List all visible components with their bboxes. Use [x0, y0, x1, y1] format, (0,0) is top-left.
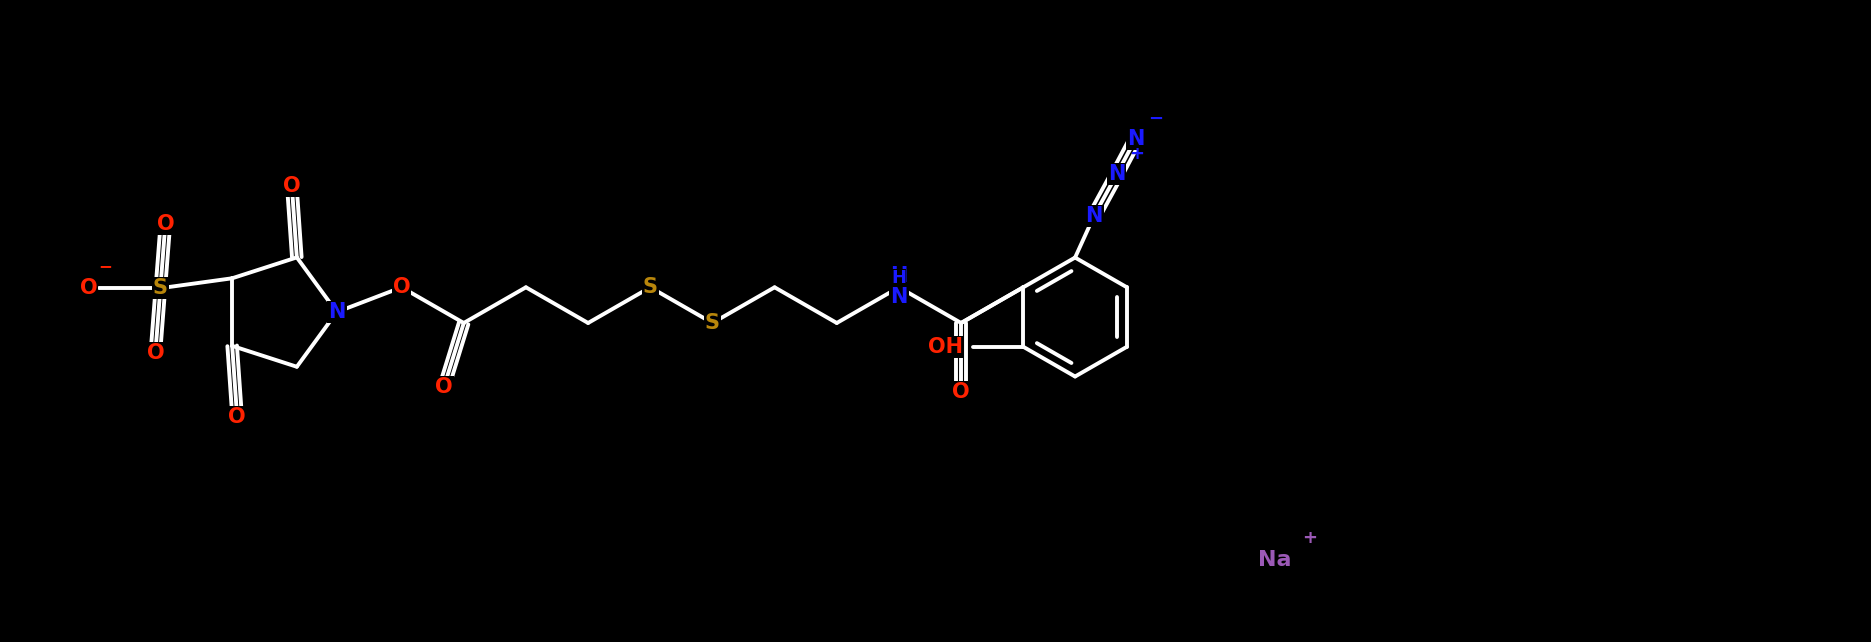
Text: O: O	[393, 277, 410, 297]
Text: N: N	[891, 287, 907, 308]
Text: O: O	[80, 278, 97, 298]
Text: −: −	[1149, 110, 1164, 128]
Text: O: O	[157, 214, 174, 234]
Text: +: +	[1130, 146, 1145, 164]
Text: +: +	[1302, 529, 1317, 547]
Text: H: H	[891, 269, 906, 287]
Text: O: O	[146, 343, 165, 363]
Text: N: N	[327, 302, 346, 322]
Text: Na: Na	[1257, 550, 1291, 570]
Text: S: S	[644, 277, 659, 297]
Text: O: O	[283, 176, 301, 196]
Text: H
N: H N	[891, 266, 907, 309]
Text: S: S	[153, 278, 168, 298]
Text: O: O	[952, 383, 969, 403]
Text: −: −	[99, 257, 112, 275]
Text: N: N	[1108, 164, 1126, 184]
Text: O: O	[434, 377, 453, 397]
Text: OH: OH	[928, 337, 964, 357]
Text: N: N	[1085, 206, 1102, 226]
Text: S: S	[705, 313, 720, 333]
Text: N: N	[1126, 128, 1145, 148]
Text: O: O	[228, 407, 245, 428]
